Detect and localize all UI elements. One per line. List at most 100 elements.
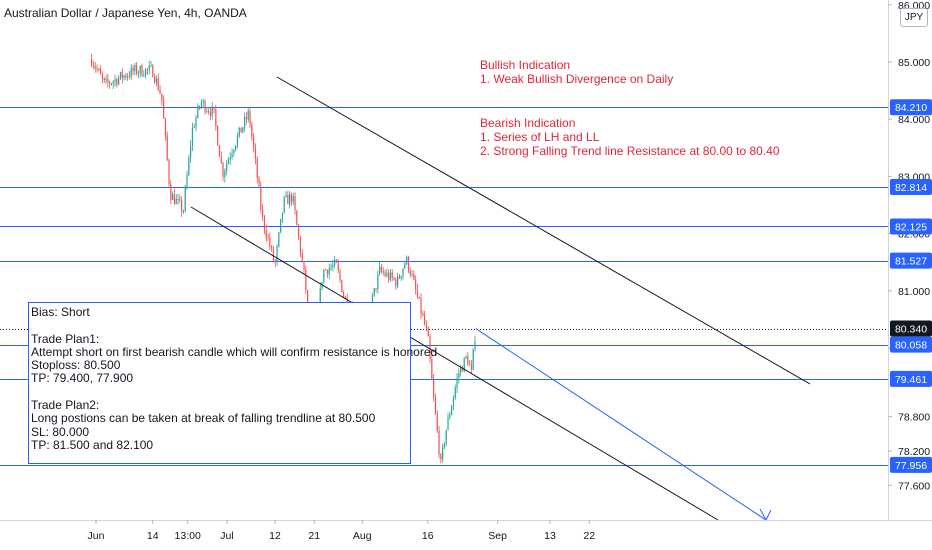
candle-body — [384, 272, 386, 276]
candle-body — [467, 356, 469, 365]
candle-body — [155, 78, 158, 83]
candle-body — [181, 200, 183, 212]
candle-body — [100, 69, 102, 75]
candle-body — [128, 76, 131, 77]
candle-body — [256, 158, 258, 179]
candle-body — [244, 116, 246, 128]
candle-body — [139, 65, 141, 73]
price-tick-label: 85.000 — [898, 57, 930, 69]
candle-body — [208, 111, 210, 113]
plan-line: Long postions can be taken at break of f… — [31, 411, 376, 426]
candle-body — [323, 269, 325, 283]
candle-body — [398, 276, 401, 279]
candle-body — [125, 75, 127, 78]
candle-body — [146, 68, 149, 70]
candle-body — [253, 136, 255, 149]
candle-body — [402, 268, 404, 276]
time-tick-label: 14 — [147, 530, 159, 542]
candle-body — [136, 65, 138, 74]
candle-body — [460, 367, 462, 374]
candle-body — [400, 275, 402, 279]
candle-body — [413, 274, 415, 280]
plan-line: SL: 80.000 — [31, 424, 90, 439]
candle-body — [301, 253, 303, 262]
candle-body — [143, 75, 145, 77]
candle-body — [229, 156, 231, 160]
candle-body — [163, 100, 165, 119]
bullish-heading: Bullish Indication — [480, 58, 571, 72]
candle-body — [91, 59, 93, 66]
level-price-tag-label: 81.527 — [895, 256, 927, 268]
candle-body — [94, 66, 96, 69]
candle-body — [375, 288, 377, 290]
time-tick-label: Jul — [220, 530, 233, 542]
candle-body — [200, 102, 203, 107]
candle-body — [330, 267, 332, 269]
candle-body — [389, 272, 392, 280]
candle-body — [152, 65, 154, 78]
candle-body — [103, 78, 105, 81]
time-axis[interactable]: Jun 14 13:00 Jul 12 21 Aug 16 Sep 13 22 — [0, 520, 932, 542]
candle-body — [458, 373, 460, 378]
candle-body — [145, 68, 147, 76]
candle-body — [470, 365, 473, 370]
candle-body — [461, 367, 464, 372]
candle-body — [276, 246, 278, 262]
candle-body — [209, 112, 212, 116]
trendlines[interactable] — [190, 76, 811, 522]
bearish-point: 2. Strong Falling Trend line Resistance … — [480, 144, 780, 158]
candle-body — [454, 387, 456, 398]
candle-body — [388, 272, 390, 280]
currency-badge[interactable]: JPY — [900, 8, 928, 27]
candle-body — [287, 194, 289, 205]
candle-body — [447, 417, 449, 430]
candle-body — [220, 156, 222, 163]
bearish-point: 1. Series of LH and LL — [480, 130, 600, 144]
time-tick-label: 12 — [269, 530, 281, 542]
plan-line: TP: 81.500 and 82.100 — [31, 437, 154, 452]
candle-body — [240, 127, 242, 133]
candle-body — [296, 210, 298, 226]
candle-body — [420, 298, 422, 314]
candle-body — [175, 199, 177, 205]
plan-line: Attempt short on first bearish candle wh… — [31, 344, 438, 359]
candle-body — [254, 148, 257, 159]
candle-body — [449, 414, 451, 418]
plan-line — [31, 386, 408, 399]
candle-body — [202, 100, 204, 103]
candle-body — [307, 290, 309, 311]
candle-body — [260, 186, 262, 210]
candle-body — [114, 79, 116, 82]
candle-body — [280, 218, 282, 233]
candle-body — [407, 256, 410, 271]
candle-body — [132, 67, 134, 72]
price-tick-label: 78.800 — [898, 412, 930, 424]
candle-body — [211, 106, 213, 116]
candle-body — [159, 90, 161, 94]
bearish-heading: Bearish Indication — [480, 116, 576, 130]
candle-body — [249, 110, 251, 125]
level-price-tag-label: 80.058 — [895, 340, 927, 352]
candle-body — [344, 296, 347, 299]
candle-body — [424, 315, 426, 325]
candle-body — [110, 83, 113, 85]
candle-body — [409, 270, 411, 275]
candle-body — [193, 127, 195, 128]
price-tick-label: 84.000 — [898, 114, 930, 126]
candle-body — [343, 292, 345, 297]
time-tick-label: Jun — [88, 530, 105, 542]
level-price-tag-bg — [890, 218, 932, 235]
candle-body — [119, 72, 122, 78]
candle-body — [325, 269, 327, 271]
candle-body — [109, 82, 111, 85]
candle-body — [472, 348, 474, 370]
trade-plan-box[interactable]: Bias: Short Trade Plan1: Attempt short o… — [28, 302, 438, 464]
candle-body — [98, 69, 100, 71]
candle-body — [328, 268, 330, 275]
candle-body — [281, 212, 284, 219]
candle-body — [393, 277, 395, 280]
candle-body — [332, 265, 334, 268]
candle-body — [161, 93, 163, 101]
plan-line: Bias: Short — [31, 305, 90, 319]
